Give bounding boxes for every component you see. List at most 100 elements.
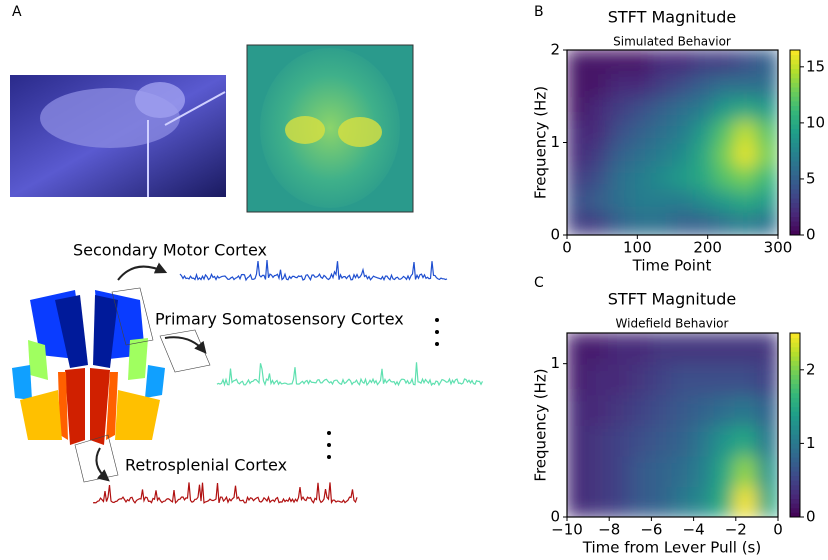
heatmap-cell: [756, 165, 779, 190]
colorbar-band: [790, 193, 800, 198]
colorbar-band: [790, 508, 800, 513]
y-tick-label: 0: [550, 508, 560, 526]
heatmap-cell: [608, 49, 631, 74]
heatmap-cell: [714, 424, 737, 457]
colorbar-band: [790, 143, 800, 148]
heatmap-cell: [693, 332, 716, 365]
heatmap-cell: [714, 95, 737, 120]
colorbar-band: [790, 170, 800, 175]
colorbar-tick-label: 10: [806, 113, 825, 131]
colorbar-band: [790, 180, 800, 185]
colorbar-band: [790, 333, 800, 338]
heatmap-cell: [672, 455, 695, 488]
heatmap-cell: [693, 485, 716, 518]
heatmap-cell: [587, 188, 610, 213]
heatmap-cell: [735, 363, 758, 396]
heatmap-cell: [714, 363, 737, 396]
heatmap-cell: [608, 95, 631, 120]
colorbar-band: [790, 226, 800, 231]
photo-widefield: [247, 45, 413, 212]
colorbar-band: [790, 124, 800, 129]
colorbar-band: [790, 388, 800, 393]
colorbar-band: [790, 73, 800, 78]
heatmap-cell: [693, 142, 716, 167]
heatmap-cell: [566, 455, 589, 488]
heatmap-cell: [650, 188, 673, 213]
heatmap-cell: [587, 72, 610, 97]
heatmap-cell: [735, 485, 758, 518]
x-tick-label: 100: [623, 239, 652, 257]
heatmap-cell: [629, 95, 652, 120]
heatmap-cell: [735, 72, 758, 97]
colorbar-tick-label: 5: [806, 169, 816, 187]
heatmap-cell: [650, 393, 673, 426]
heatmap-cell: [714, 485, 737, 518]
heatmap-cell: [693, 49, 716, 74]
heatmap-cell: [735, 188, 758, 213]
colorbar-band: [790, 78, 800, 83]
colorbar-band: [790, 203, 800, 208]
colorbar-band: [790, 393, 800, 398]
x-tick-label: 200: [693, 239, 722, 257]
heatmap-cell: [693, 188, 716, 213]
heatmap-cell: [735, 332, 758, 365]
heatmap-cell: [756, 424, 779, 457]
colorbar-band: [790, 82, 800, 87]
heatmap-cell: [587, 142, 610, 167]
heatmap-cell: [587, 424, 610, 457]
heatmap-cell: [756, 332, 779, 365]
heatmap-cell: [650, 72, 673, 97]
colorbar-band: [790, 59, 800, 64]
heatmap-cell: [756, 188, 779, 213]
heatmap-cell: [566, 332, 589, 365]
heatmap-cell: [587, 332, 610, 365]
heatmap-cell: [566, 142, 589, 167]
colorbar-band: [790, 217, 800, 222]
heatmap-cell: [629, 211, 652, 236]
heatmap: [566, 332, 779, 518]
colorbar-band: [790, 119, 800, 124]
heatmap-cell: [693, 118, 716, 143]
colorbar-band: [790, 166, 800, 171]
heatmap-cell: [714, 118, 737, 143]
heatmap-cell: [756, 393, 779, 426]
heatmap-cell: [566, 118, 589, 143]
heatmap-cell: [756, 49, 779, 74]
colorbar-tick-label: 15: [806, 57, 825, 75]
x-tick-label: 0: [562, 239, 572, 257]
panel-label: A: [12, 4, 22, 20]
heatmap-cell: [756, 211, 779, 236]
x-tick-label: −4: [683, 521, 705, 539]
x-tick-label: −2: [725, 521, 747, 539]
heatmap-cell: [587, 363, 610, 396]
colorbar-band: [790, 221, 800, 226]
heatmap-cell: [566, 95, 589, 120]
colorbar-band: [790, 425, 800, 430]
colorbar-band: [790, 356, 800, 361]
heatmap-cell: [566, 393, 589, 426]
heatmap-cell: [629, 424, 652, 457]
colorbar-band: [790, 156, 800, 161]
heatmap-cell: [608, 485, 631, 518]
colorbar-band: [790, 494, 800, 499]
colorbar-band: [790, 138, 800, 143]
colorbar-band: [790, 370, 800, 375]
heatmap-cells: [566, 49, 779, 236]
heatmap-cell: [693, 211, 716, 236]
heatmap-cell: [756, 485, 779, 518]
heatmap-cell: [693, 424, 716, 457]
region-label: Primary Somatosensory Cortex: [155, 310, 404, 329]
heatmap-cell: [566, 49, 589, 74]
x-tick-label: 300: [764, 239, 793, 257]
colorbar-band: [790, 147, 800, 152]
heatmap-cell: [672, 142, 695, 167]
heatmap-cell: [608, 165, 631, 190]
trace: [217, 362, 483, 385]
heatmap-cell: [672, 424, 695, 457]
heatmap-cell: [672, 393, 695, 426]
colorbar-band: [790, 457, 800, 462]
heatmap-cell: [629, 72, 652, 97]
colorbar-band: [790, 342, 800, 347]
colorbar-band: [790, 207, 800, 212]
heatmap-cell: [672, 49, 695, 74]
